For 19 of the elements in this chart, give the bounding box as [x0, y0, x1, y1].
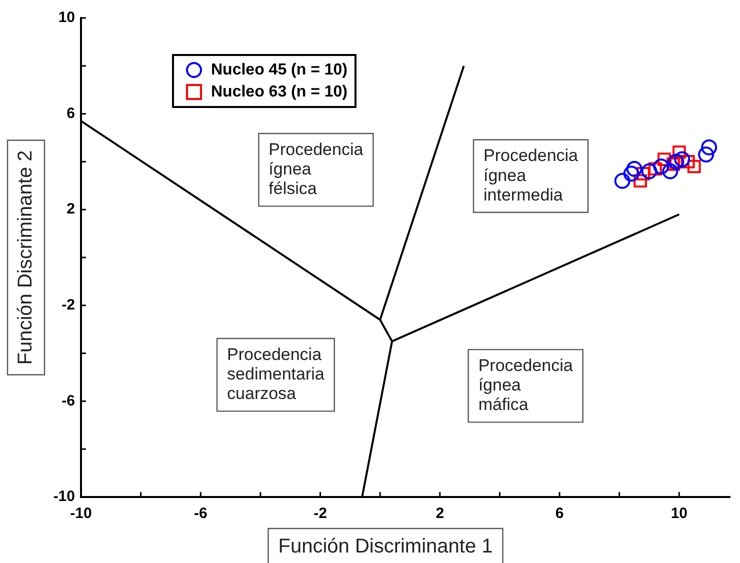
legend-label: Nucleo 63 (n = 10)	[211, 83, 348, 100]
y-tick-label: 6	[66, 104, 75, 122]
x-tick-label: 10	[670, 505, 688, 522]
x-tick-label: 6	[555, 505, 564, 522]
y-tick-label: -6	[62, 392, 75, 410]
y-tick-label: 2	[66, 200, 75, 218]
x-tick-label: -2	[314, 505, 327, 522]
x-axis-title: Función Discriminante 1	[278, 536, 493, 558]
x-tick-label: -6	[194, 505, 208, 522]
y-tick-label: 10	[58, 9, 75, 26]
legend-label: Nucleo 45 (n = 10)	[211, 61, 348, 78]
annotation: Procedencia ígnea intermedia	[484, 146, 579, 204]
annotation: Procedencia ígnea máfica	[478, 356, 574, 414]
y-tick-label: -10	[53, 488, 75, 506]
annotation: Procedencia ígnea félsica	[268, 140, 364, 198]
y-axis-title: Función Discriminante 2	[14, 150, 37, 365]
x-tick-label: 2	[436, 505, 444, 522]
annotation: Procedencia sedimentaria cuarzosa	[227, 344, 325, 404]
y-tick-label: -2	[62, 296, 75, 314]
